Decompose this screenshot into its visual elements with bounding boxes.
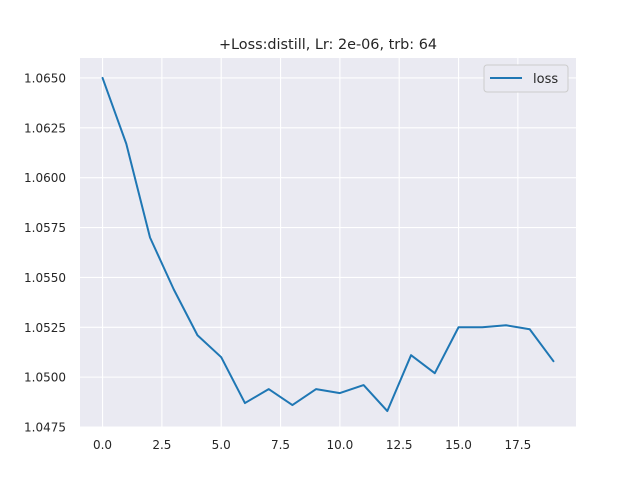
x-axis-ticks: 0.0 2.5 5.0 7.5 10.0 12.5 15.0 17.5 — [93, 438, 531, 452]
y-tick-label: 1.0550 — [24, 271, 66, 285]
legend: loss — [483, 64, 569, 93]
x-tick-label: 5.0 — [212, 438, 231, 452]
series-layer — [101, 76, 555, 413]
x-tick-label: 0.0 — [93, 438, 112, 452]
legend-box — [483, 64, 569, 93]
plot-area — [80, 58, 576, 427]
chart-title: +Loss:distill, Lr: 2e-06, trb: 64 — [219, 37, 437, 53]
x-tick-label: 12.5 — [386, 438, 413, 452]
x-tick-label: 7.5 — [271, 438, 290, 452]
y-tick-label: 1.0650 — [24, 71, 66, 85]
grid-lines — [80, 58, 576, 428]
x-tick-label: 15.0 — [445, 438, 472, 452]
series-line-loss — [101, 76, 555, 413]
y-axis-ticks: 1.0475 1.0500 1.0525 1.0550 1.0575 1.0600 1.06… — [24, 71, 66, 434]
y-tick-label: 1.0625 — [24, 121, 66, 135]
legend-label: loss — [533, 72, 558, 87]
x-tick-label: 10.0 — [327, 438, 354, 452]
y-tick-label: 1.0525 — [24, 321, 66, 335]
x-tick-label: 17.5 — [504, 438, 531, 452]
y-tick-label: 1.0475 — [24, 421, 66, 435]
y-tick-label: 1.0600 — [24, 171, 66, 185]
x-tick-label: 2.5 — [152, 438, 171, 452]
y-tick-label: 1.0575 — [24, 221, 66, 235]
y-tick-label: 1.0500 — [24, 371, 66, 385]
